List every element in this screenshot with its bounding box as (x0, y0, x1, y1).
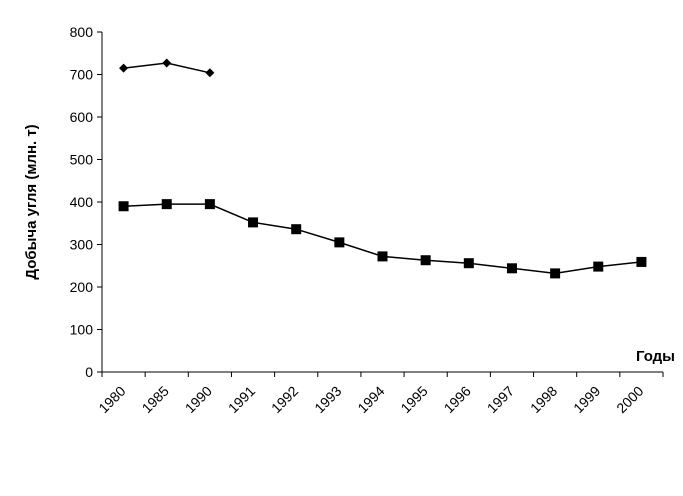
diamond-marker (205, 68, 215, 78)
x-tick-label: 1995 (397, 383, 430, 416)
y-tick-label: 400 (70, 194, 94, 210)
y-tick-label: 200 (70, 279, 94, 295)
square-marker (377, 251, 388, 262)
square-marker (161, 199, 172, 210)
square-marker (334, 237, 345, 248)
x-tick-label: 1997 (484, 383, 517, 416)
x-tick-label: 1990 (182, 383, 215, 416)
y-tick-label: 100 (70, 322, 94, 338)
x-tick-label: 1992 (268, 383, 301, 416)
x-tick-label: 1996 (441, 383, 474, 416)
square-marker (593, 261, 604, 272)
square-marker (506, 263, 517, 274)
series-layer (118, 58, 647, 279)
axis-ticks: 0 100 200 300 400 500 600 700 800 1980 1985 1990 199… (70, 24, 664, 416)
y-tick-label: 600 (70, 109, 94, 125)
x-tick-label: 1994 (354, 383, 387, 416)
y-tick-label: 700 (70, 67, 94, 83)
square-marker (291, 224, 302, 235)
x-tick-label: 1993 (311, 383, 344, 416)
y-axis-title: Добыча угля (млн. т) (23, 124, 40, 279)
square-marker (550, 268, 561, 279)
y-tick-label: 500 (70, 152, 94, 168)
y-tick-label: 800 (70, 24, 94, 40)
series-2 (118, 199, 647, 279)
x-tick-label: 2000 (613, 383, 646, 416)
x-tick-label: 1991 (225, 383, 258, 416)
x-tick-label: 1998 (527, 383, 560, 416)
y-tick-label: 300 (70, 237, 94, 253)
square-marker (463, 258, 474, 269)
y-tick-label: 0 (85, 364, 93, 380)
x-tick-label: 1999 (570, 383, 603, 416)
diamond-marker (119, 63, 129, 73)
axes (101, 32, 663, 373)
series-line (123, 203, 642, 275)
square-marker (204, 199, 215, 210)
series-1 (119, 58, 215, 78)
square-marker (118, 201, 129, 212)
diamond-marker (162, 58, 172, 68)
square-marker (248, 217, 259, 228)
square-marker (420, 255, 431, 266)
x-tick-label: 1980 (95, 383, 128, 416)
square-marker (636, 256, 647, 267)
x-axis-title: Годы (636, 348, 675, 365)
x-tick-label: 1985 (139, 383, 172, 416)
